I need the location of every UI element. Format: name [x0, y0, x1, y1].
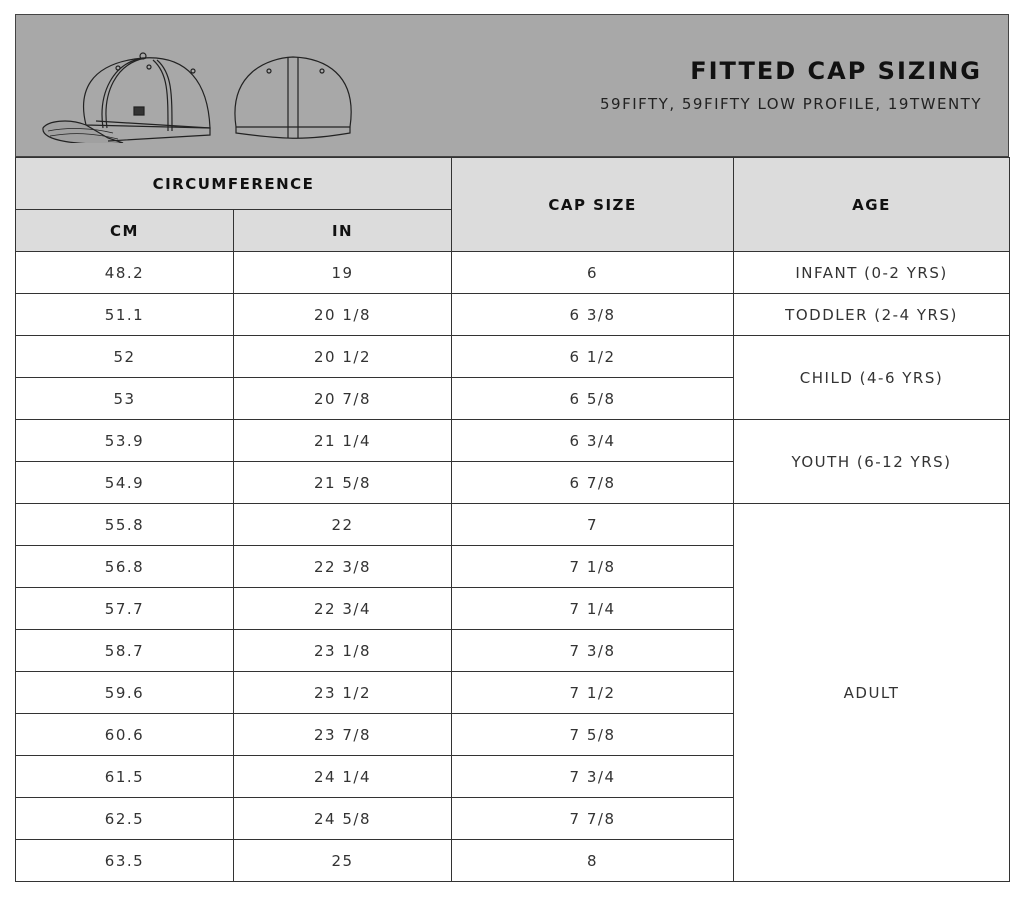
- cap-size-cell: 6 5/8: [451, 377, 735, 420]
- cm-cell: 63.5: [15, 839, 234, 882]
- cm-cell: 62.5: [15, 797, 234, 840]
- in-cell: 23 1/2: [232, 671, 453, 714]
- age-cell: ADULT: [733, 503, 1011, 882]
- in-cell: 19: [232, 251, 453, 294]
- in-cell: 24 1/4: [232, 755, 453, 798]
- in-cell: 24 5/8: [232, 797, 453, 840]
- table-row: 57.7 22 3/4 7 1/4: [15, 587, 1010, 630]
- cm-header: CM: [15, 209, 234, 252]
- cap-size-cell: 7: [451, 503, 735, 546]
- cm-cell: 60.6: [15, 713, 234, 756]
- table-row: 61.5 24 1/4 7 3/4: [15, 755, 1010, 798]
- table-row: 56.8 22 3/8 7 1/8: [15, 545, 1010, 588]
- table-row: 60.6 23 7/8 7 5/8: [15, 713, 1010, 756]
- cap-size-cell: 7 1/4: [451, 587, 735, 630]
- age-cell: TODDLER (2-4 YRS): [733, 293, 1011, 336]
- in-cell: 22 3/4: [232, 587, 453, 630]
- page-title: FITTED CAP SIZING: [690, 57, 982, 85]
- in-cell: 22 3/8: [232, 545, 453, 588]
- cm-cell: 54.9: [15, 461, 234, 504]
- in-cell: 25: [232, 839, 453, 882]
- cap-size-cell: 6: [451, 251, 735, 294]
- in-cell: 21 1/4: [232, 419, 453, 462]
- cm-cell: 56.8: [15, 545, 234, 588]
- table-row: 48.2 19 6 INFANT (0-2 YRS): [15, 251, 1011, 294]
- table-row: 52 20 1/2 6 1/2 CHILD (4-6 YRS): [15, 335, 1011, 420]
- circumference-header: CIRCUMFERENCE: [14, 157, 453, 210]
- table-row: 51.1 20 1/8 6 3/8 TODDLER (2-4 YRS): [15, 293, 1011, 336]
- table-row: 53.9 21 1/4 6 3/4 YOUTH (6-12 YRS): [15, 419, 1011, 504]
- header-banner: FITTED CAP SIZING 59FIFTY, 59FIFTY LOW P…: [15, 14, 1009, 157]
- cap-size-cell: 7 1/2: [451, 671, 735, 714]
- sizing-table: CIRCUMFERENCE CAP SIZE AGE CM IN 48.2 19 6…: [14, 157, 1011, 882]
- age-cell: CHILD (4-6 YRS): [733, 335, 1011, 420]
- cap-illustration-icon: [42, 52, 352, 143]
- in-header: IN: [232, 209, 453, 252]
- cm-cell: 48.2: [15, 251, 234, 294]
- in-cell: 20 7/8: [232, 377, 453, 420]
- age-cell: INFANT (0-2 YRS): [733, 251, 1011, 294]
- table-row: 59.6 23 1/2 7 1/2: [15, 671, 1010, 714]
- cm-cell: 53.9: [15, 419, 234, 462]
- cap-size-cell: 7 5/8: [451, 713, 735, 756]
- cap-size-cell: 6 3/8: [451, 293, 735, 336]
- table-row: 62.5 24 5/8 7 7/8: [15, 797, 1010, 840]
- cap-size-cell: 7 3/8: [451, 629, 735, 672]
- table-row: 63.5 25 8: [15, 839, 1010, 882]
- cap-size-cell: 7 1/8: [451, 545, 735, 588]
- cm-cell: 61.5: [15, 755, 234, 798]
- page-subtitle: 59FIFTY, 59FIFTY LOW PROFILE, 19TWENTY: [600, 95, 982, 113]
- cm-cell: 53: [15, 377, 234, 420]
- cm-cell: 51.1: [15, 293, 234, 336]
- in-cell: 20 1/2: [232, 335, 453, 378]
- in-cell: 21 5/8: [232, 461, 453, 504]
- cm-cell: 57.7: [15, 587, 234, 630]
- cap-size-cell: 7 3/4: [451, 755, 735, 798]
- table-row: 54.9 21 5/8 6 7/8: [15, 461, 1010, 504]
- cap-size-cell: 6 7/8: [451, 461, 735, 504]
- cap-size-cell: 8: [451, 839, 735, 882]
- size-chart: FITTED CAP SIZING 59FIFTY, 59FIFTY LOW P…: [14, 14, 1011, 882]
- in-cell: 22: [232, 503, 453, 546]
- cap-size-header: CAP SIZE: [451, 157, 735, 252]
- cap-size-cell: 6 3/4: [451, 419, 735, 462]
- cm-cell: 58.7: [15, 629, 234, 672]
- cap-size-cell: 6 1/2: [451, 335, 735, 378]
- cm-cell: 59.6: [15, 671, 234, 714]
- table-row: 58.7 23 1/8 7 3/8: [15, 629, 1010, 672]
- age-cell: YOUTH (6-12 YRS): [733, 419, 1011, 504]
- cm-cell: 55.8: [15, 503, 234, 546]
- in-cell: 23 7/8: [232, 713, 453, 756]
- age-header: AGE: [733, 157, 1011, 252]
- in-cell: 20 1/8: [232, 293, 453, 336]
- in-cell: 23 1/8: [232, 629, 453, 672]
- cap-size-cell: 7 7/8: [451, 797, 735, 840]
- cm-cell: 52: [15, 335, 234, 378]
- table-row: 55.8 22 7 ADULT: [15, 503, 1011, 882]
